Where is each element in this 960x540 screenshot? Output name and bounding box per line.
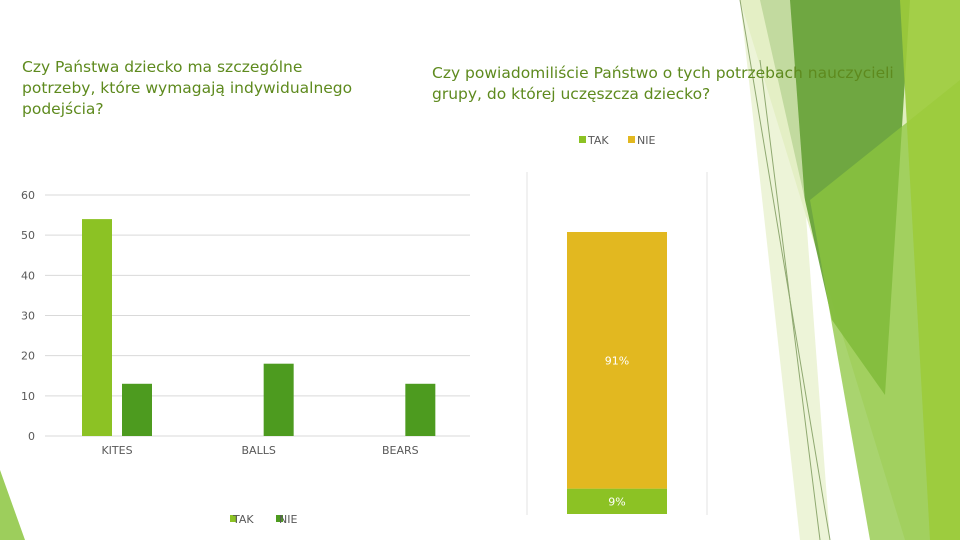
chart-title-left: Czy Państwa dziecko ma szczególne potrze… [22,58,353,118]
legend-swatch-tak-2 [579,136,586,143]
legend-swatch-nie-2 [628,136,635,143]
stacked-bar-segment-nie [567,232,667,489]
legend-label-tak-2: TAK [587,134,609,147]
stacked-bar-segment-tak [567,488,667,514]
legend-label-nie-1: NIE [279,513,297,526]
y-tick-label-40: 40 [21,269,35,282]
bar-nie-balls [263,363,294,436]
x-tick-label-bears: BEARS [382,444,419,457]
bar-tak-kites [82,219,112,436]
y-tick-label-0: 0 [28,430,35,443]
x-tick-label-balls: BALLS [242,444,276,457]
data-label-nie: 91% [605,354,629,367]
y-tick-label-20: 20 [21,350,35,363]
decor-corner-left [0,470,25,540]
decor-line-2 [759,59,821,540]
y-tick-label-60: 60 [21,189,35,202]
decor-line-1 [739,0,831,540]
legend-swatch-nie-1 [276,515,283,522]
chart-title-right: Czy powiadomiliście Państwo o tych potrz… [432,64,894,103]
decor-shape-edge [900,0,960,540]
y-tick-label-10: 10 [21,390,35,403]
bar-nie-kites [122,383,152,436]
y-tick-label-50: 50 [21,229,35,242]
bar-nie-bears [405,383,436,436]
legend-label-nie-2: NIE [637,134,655,147]
legend-swatch-tak-1 [230,515,237,522]
legend-label-tak-1: TAK [232,513,254,526]
data-label-tak: 9% [608,495,625,508]
x-tick-label-kites: KITES [101,444,132,457]
y-tick-label-30: 30 [21,310,35,323]
